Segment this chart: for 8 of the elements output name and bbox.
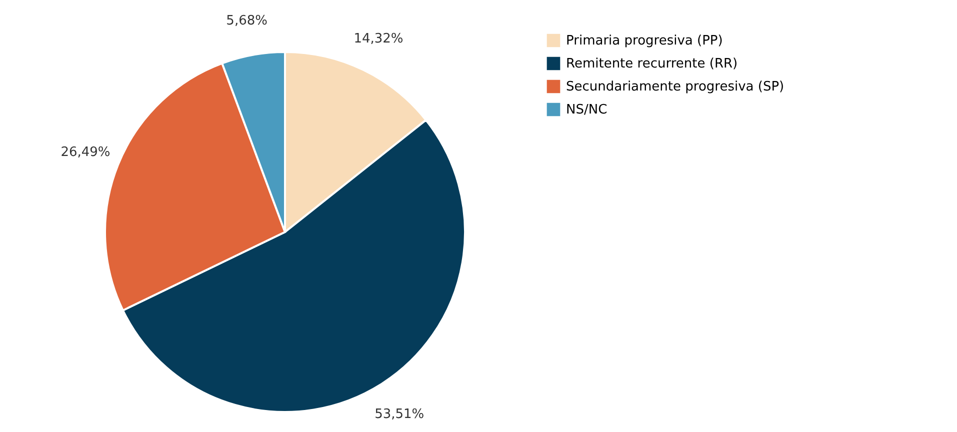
data-label: 26,49% — [60, 144, 110, 160]
data-label: 53,51% — [374, 407, 424, 422]
data-label: 14,32% — [354, 31, 404, 46]
legend-label: Remitente recurrente (RR) — [566, 56, 738, 72]
legend-label: NS/NC — [566, 102, 608, 118]
legend-label: Secundariamente progresiva (SP) — [566, 80, 784, 94]
legend-label: Primaria progresiva (PP) — [566, 34, 723, 48]
data-label: 5,68% — [226, 13, 268, 28]
